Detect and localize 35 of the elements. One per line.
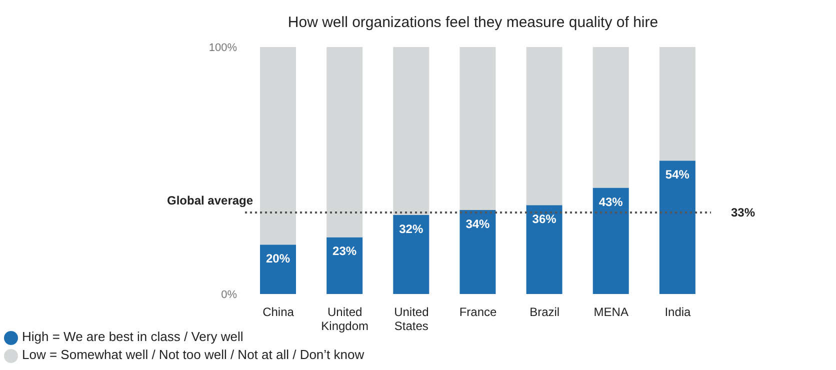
- data-label: 34%: [466, 217, 490, 232]
- data-label: 43%: [598, 194, 624, 209]
- x-tick-label: MENA: [594, 305, 628, 319]
- bar: [460, 210, 496, 294]
- data-label: 32%: [399, 222, 424, 236]
- bar: [326, 47, 363, 238]
- x-tick-label: India: [664, 305, 692, 319]
- bar: [460, 47, 496, 210]
- ref-line-label: 33%: [731, 205, 756, 220]
- chart-title: How well organizations feel they measure quality of hire: [286, 13, 660, 33]
- data-label: 54%: [665, 168, 690, 182]
- legend-label: High = We are best in class / Very well: [22, 329, 244, 344]
- bar: [592, 47, 629, 188]
- bar: [260, 244, 296, 294]
- bar: [659, 47, 696, 161]
- y-tick-label: 100%: [208, 42, 238, 54]
- bar: [526, 205, 562, 294]
- x-tick-label: United States: [394, 305, 429, 333]
- bar: [393, 47, 430, 215]
- y-tick-label: 0%: [221, 288, 238, 301]
- bar: [393, 214, 430, 294]
- x-tick-label: United Kingdom: [321, 305, 369, 333]
- data-label: 20%: [266, 252, 290, 266]
- bar: [326, 237, 363, 294]
- x-tick-label: China: [262, 305, 294, 319]
- data-label: 36%: [532, 212, 557, 226]
- data-label: 23%: [332, 244, 357, 258]
- bar: [526, 47, 562, 206]
- legend-label: Low = Somewhat well / Not too well / Not at all / Don’t know: [22, 347, 364, 362]
- x-tick-label: Brazil: [530, 305, 560, 319]
- x-tick-label: France: [459, 305, 497, 319]
- bar: [592, 188, 629, 294]
- bar: [659, 160, 696, 294]
- annotation: Global average: [167, 193, 254, 208]
- bar: [260, 47, 296, 245]
